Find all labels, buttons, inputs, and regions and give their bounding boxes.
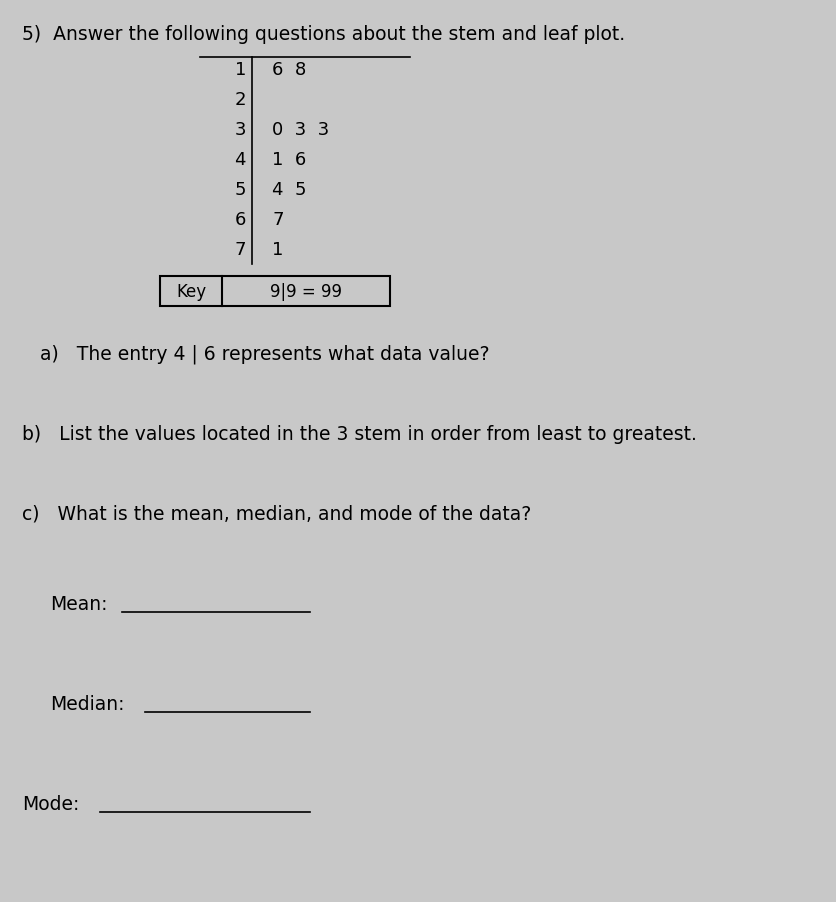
Text: 9|9 = 99: 9|9 = 99 xyxy=(270,282,342,300)
Text: a)   The entry 4 | 6 represents what data value?: a) The entry 4 | 6 represents what data … xyxy=(40,345,490,364)
Text: 1: 1 xyxy=(235,61,246,78)
Text: b)   List the values located in the 3 stem in order from least to greatest.: b) List the values located in the 3 stem… xyxy=(22,425,697,444)
Bar xyxy=(160,277,390,307)
Text: Mean:: Mean: xyxy=(50,594,108,613)
Text: Mode:: Mode: xyxy=(22,794,79,813)
Text: Median:: Median: xyxy=(50,695,125,713)
Text: 7: 7 xyxy=(235,241,246,259)
Text: 3: 3 xyxy=(235,121,246,139)
Text: 6: 6 xyxy=(235,211,246,229)
Text: c)   What is the mean, median, and mode of the data?: c) What is the mean, median, and mode of… xyxy=(22,504,531,523)
Text: 1  6: 1 6 xyxy=(272,151,306,169)
Text: Key: Key xyxy=(176,282,206,300)
Text: 4: 4 xyxy=(235,151,246,169)
Text: 7: 7 xyxy=(272,211,283,229)
Text: 1: 1 xyxy=(272,241,283,259)
Text: 2: 2 xyxy=(235,91,246,109)
Text: 6  8: 6 8 xyxy=(272,61,306,78)
Text: 4  5: 4 5 xyxy=(272,180,307,198)
Text: 5)  Answer the following questions about the stem and leaf plot.: 5) Answer the following questions about … xyxy=(22,25,625,44)
Text: 5: 5 xyxy=(235,180,246,198)
Text: 0  3  3: 0 3 3 xyxy=(272,121,329,139)
